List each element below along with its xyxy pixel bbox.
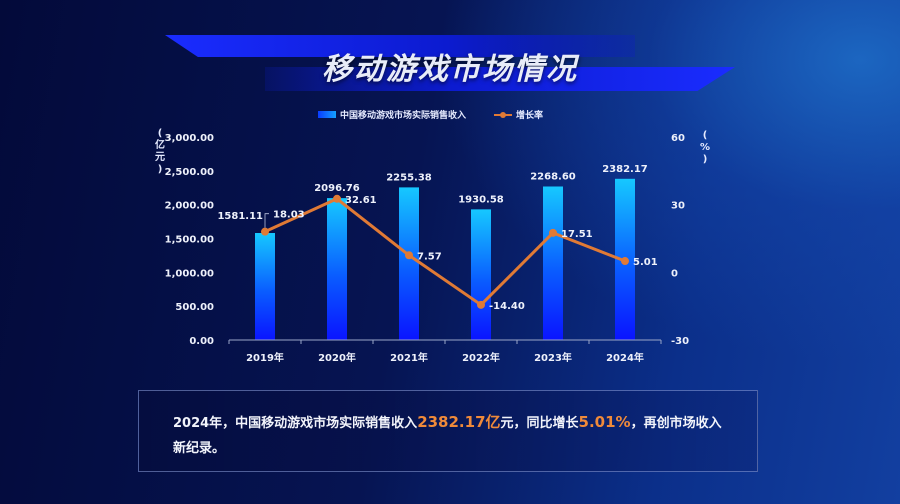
- summary-box: 2024年，中国移动游戏市场实际销售收入2382.17亿元，同比增长5.01%，…: [138, 390, 758, 472]
- bar-series: [255, 178, 635, 340]
- bar: [327, 198, 347, 340]
- right-axis-unit: (%): [700, 130, 711, 165]
- svg-text:18.03: 18.03: [273, 210, 305, 221]
- chart-legend: 中国移动游戏市场实际销售收入 增长率: [318, 108, 543, 121]
- svg-text:2268.60: 2268.60: [530, 171, 576, 182]
- svg-text:32.61: 32.61: [345, 195, 377, 206]
- svg-text:7.57: 7.57: [417, 251, 442, 262]
- legend-line-swatch: [494, 111, 513, 118]
- svg-text:2024年: 2024年: [606, 351, 644, 364]
- svg-text:30: 30: [671, 201, 685, 212]
- svg-text:2021年: 2021年: [390, 351, 428, 364]
- right-axis-ticks: 60 30 0 -30: [671, 133, 689, 347]
- legend-bar-swatch: [318, 111, 336, 118]
- svg-text:2096.76: 2096.76: [314, 183, 360, 194]
- banner-stripe-bottom: [265, 67, 735, 91]
- bar: [399, 187, 419, 340]
- svg-text:1930.58: 1930.58: [458, 194, 504, 205]
- svg-text:1,000.00: 1,000.00: [165, 268, 214, 279]
- svg-text:2,000.00: 2,000.00: [165, 201, 214, 212]
- svg-text:2255.38: 2255.38: [386, 172, 432, 183]
- page-title: 移动游戏市场情况: [322, 52, 578, 87]
- svg-text:1581.11: 1581.11: [217, 211, 263, 222]
- bar: [543, 186, 563, 340]
- growth-line-series: 1581.11 2096.76 2255.38 1930.58 2268.60 2382.…: [217, 164, 657, 312]
- left-axis-ticks: 3,000.00 2,500.00 2,000.00 1,500.00 1,000.00…: [165, 133, 214, 347]
- legend-line-label: 增长率: [516, 111, 544, 121]
- banner-stripe-top: [165, 35, 635, 57]
- svg-text:2023年: 2023年: [534, 351, 572, 364]
- svg-text:2022年: 2022年: [462, 351, 500, 364]
- svg-text:60: 60: [671, 133, 685, 144]
- left-axis-unit: (亿元): [155, 128, 165, 175]
- bar: [471, 209, 491, 340]
- summary-text: 2024年，中国移动游戏市场实际销售收入2382.17亿元，同比增长5.01%，…: [173, 413, 722, 456]
- growth-highlight: 5.01%: [578, 413, 631, 431]
- bar: [255, 233, 275, 340]
- svg-text:-30: -30: [671, 336, 689, 347]
- svg-text:2019年: 2019年: [246, 351, 284, 364]
- svg-text:2,500.00: 2,500.00: [165, 167, 214, 178]
- svg-text:2020年: 2020年: [318, 351, 356, 364]
- svg-text:0: 0: [671, 268, 678, 279]
- legend-bar-label: 中国移动游戏市场实际销售收入: [340, 111, 467, 121]
- svg-text:5.01: 5.01: [633, 257, 658, 268]
- x-axis: 2019年 2020年 2021年 2022年 2023年 2024年: [228, 339, 662, 364]
- svg-text:1,500.00: 1,500.00: [165, 235, 214, 246]
- title-banner: [165, 35, 735, 93]
- svg-text:-14.40: -14.40: [489, 301, 525, 312]
- svg-text:17.51: 17.51: [561, 229, 593, 240]
- svg-text:500.00: 500.00: [175, 302, 214, 313]
- svg-text:3,000.00: 3,000.00: [165, 133, 214, 144]
- svg-text:2382.17: 2382.17: [602, 164, 648, 175]
- revenue-highlight: 2382.17亿: [417, 413, 501, 431]
- svg-text:0.00: 0.00: [189, 336, 214, 347]
